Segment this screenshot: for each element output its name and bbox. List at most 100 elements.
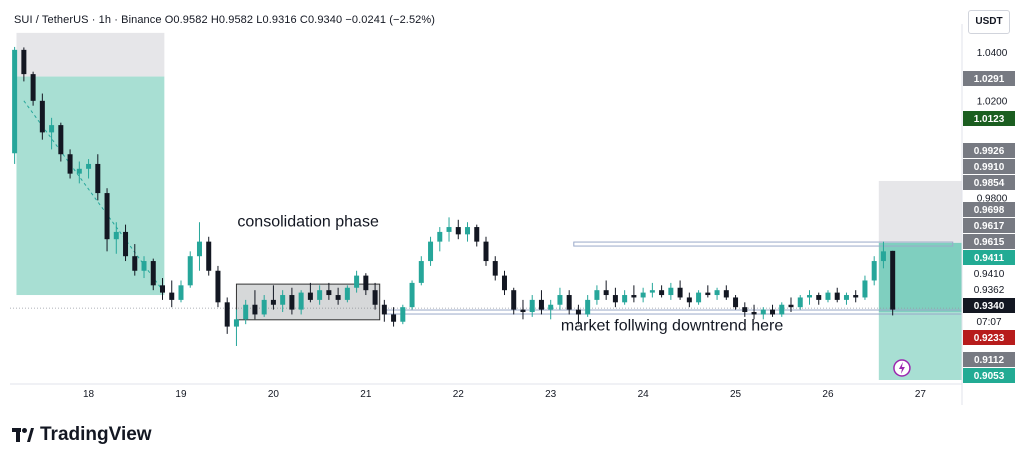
candle-2 xyxy=(30,71,36,106)
candle-body xyxy=(548,304,554,310)
candle-body xyxy=(659,290,665,296)
candle-23 xyxy=(224,297,230,334)
brand-name: TradingView xyxy=(40,424,152,445)
price-label-bg xyxy=(963,71,1015,86)
candle-body xyxy=(30,74,36,101)
price-label-3: 0.9910 xyxy=(963,159,1015,174)
candle-body xyxy=(788,304,794,308)
price-chart[interactable]: consolidation phase market follwing downt… xyxy=(0,0,1024,410)
candle-body xyxy=(409,282,415,308)
candle-body xyxy=(585,299,591,315)
chart-extras xyxy=(893,359,911,377)
symbol-name[interactable]: SUI / TetherUS · 1h · Binance xyxy=(14,14,162,26)
candle-75 xyxy=(705,285,711,298)
candle-11 xyxy=(113,222,119,254)
candle-body xyxy=(187,256,193,286)
candle-body xyxy=(603,290,609,296)
consolidation-box-group[interactable] xyxy=(235,283,381,321)
candle-body xyxy=(871,261,877,281)
candle-body xyxy=(455,227,461,235)
candle-body xyxy=(418,261,424,283)
price-label-bg xyxy=(963,368,1015,383)
candle-82 xyxy=(770,304,776,317)
candle-51 xyxy=(483,236,489,266)
candle-46 xyxy=(437,227,443,252)
candle-body xyxy=(233,319,239,327)
candle-33 xyxy=(317,285,323,305)
candle-body xyxy=(797,297,803,308)
candle-66 xyxy=(622,290,628,305)
candle-body xyxy=(363,275,369,291)
price-label-bg xyxy=(963,159,1015,174)
candle-body xyxy=(39,100,45,133)
candle-67 xyxy=(631,285,637,303)
candle-55 xyxy=(520,299,526,320)
price-label-bg xyxy=(963,330,1015,345)
price-label-14: 0.9112 xyxy=(963,352,1015,367)
candle-body xyxy=(742,307,748,313)
symbol-header[interactable]: SUI / TetherUS · 1h · Binance O0.9582 H0… xyxy=(14,14,435,26)
candle-body xyxy=(501,275,507,291)
candle-body xyxy=(150,261,156,286)
candle-body xyxy=(668,287,674,296)
candle-body xyxy=(21,49,27,75)
candle-31 xyxy=(298,290,304,315)
candle-38 xyxy=(363,273,369,296)
candle-body xyxy=(354,275,360,288)
candle-body xyxy=(705,292,711,296)
x-tick-27: 27 xyxy=(915,389,927,400)
candle-61 xyxy=(575,304,581,325)
candle-body xyxy=(733,297,739,308)
candle-44 xyxy=(418,256,424,286)
candle-62 xyxy=(585,295,591,317)
ohlc-open: O0.9582 xyxy=(164,14,208,26)
price-label-6: 0.9617 xyxy=(963,218,1015,233)
candle-32 xyxy=(307,282,313,303)
time-axis[interactable]: 18 19 20 21 22 23 24 25 26 27 xyxy=(10,383,962,400)
candle-body xyxy=(816,295,822,300)
candle-body xyxy=(834,292,840,300)
candle-body xyxy=(141,261,147,271)
candle-body xyxy=(123,231,129,257)
candle-27 xyxy=(261,295,267,317)
candle-body xyxy=(437,231,443,242)
price-label-bg xyxy=(963,250,1015,265)
candle-73 xyxy=(686,292,692,308)
x-tick-18: 18 xyxy=(83,389,95,400)
candle-63 xyxy=(594,285,600,305)
candle-body xyxy=(612,295,618,303)
candle-59 xyxy=(557,287,563,310)
x-tick-24: 24 xyxy=(638,389,650,400)
candle-53 xyxy=(501,270,507,296)
candle-68 xyxy=(640,287,646,303)
candle-80 xyxy=(751,304,757,320)
candle-43 xyxy=(409,280,415,310)
price-axis[interactable]: 1.0400 1.0200 0.9800 1.0291 1.0123 0.9926 0.99… xyxy=(961,24,1015,405)
candle-69 xyxy=(649,282,655,298)
candle-body xyxy=(169,292,175,300)
candle-57 xyxy=(538,290,544,315)
candle-10 xyxy=(104,188,110,252)
candle-42 xyxy=(400,304,406,325)
price-label-10: 0.9362 xyxy=(974,285,1005,296)
candle-81 xyxy=(760,307,766,320)
candle-body xyxy=(178,285,184,300)
price-label-bg xyxy=(963,352,1015,367)
candle-6 xyxy=(67,149,73,179)
price-label-text: 0.9926 xyxy=(974,146,1005,157)
x-tick-23: 23 xyxy=(545,389,557,400)
candle-body xyxy=(557,295,563,305)
price-label-text: 0.9698 xyxy=(974,205,1005,216)
price-label-text: 0.9411 xyxy=(974,253,1004,264)
price-label-bg xyxy=(963,111,1015,126)
price-label-text: 0.9910 xyxy=(974,162,1005,173)
candle-body xyxy=(696,292,702,303)
price-label-2: 0.9926 xyxy=(963,143,1015,158)
currency-button[interactable]: USDT xyxy=(968,10,1010,34)
candle-88 xyxy=(825,290,831,303)
stop-zone-left xyxy=(16,32,165,77)
candle-78 xyxy=(733,295,739,310)
annotations: consolidation phase market follwing downt… xyxy=(237,214,783,335)
candle-47 xyxy=(446,217,452,242)
stop-zone-right xyxy=(878,180,962,243)
